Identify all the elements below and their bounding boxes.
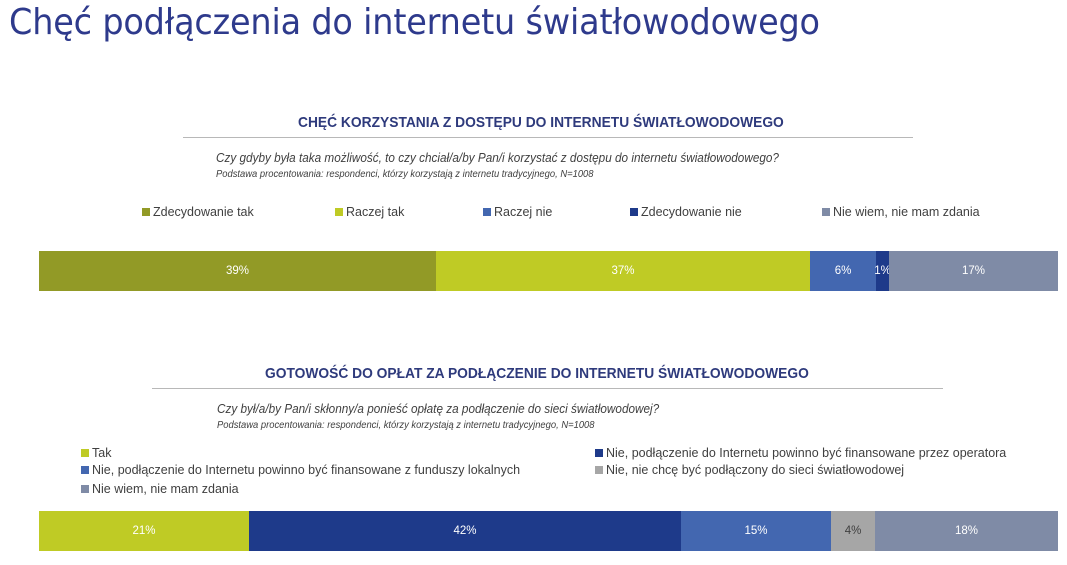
legend-label: Nie, podłączenie do Internetu powinno by…: [92, 463, 521, 477]
legend-swatch-icon: [630, 208, 638, 216]
legend-swatch-icon: [822, 208, 830, 216]
bar-segment: 6%: [810, 251, 876, 291]
stacked-bar: 39% 37% 6% 1% 17%: [39, 251, 1058, 291]
percentage-basis-note: Podstawa procentowania: respondenci, któ…: [217, 420, 595, 431]
title-divider: [183, 137, 913, 138]
legend-label: Zdecydowanie nie: [641, 205, 742, 219]
legend-swatch-icon: [81, 449, 89, 457]
bar-segment: 37%: [436, 251, 810, 291]
legend-swatch-icon: [595, 466, 603, 474]
legend-item: Zdecydowanie tak: [142, 205, 254, 219]
legend-label: Nie, nie chcę być podłączony do sieci św…: [606, 463, 905, 477]
legend-item: Nie wiem, nie mam zdania: [822, 205, 980, 219]
legend-swatch-icon: [142, 208, 150, 216]
legend-label: Raczej tak: [346, 205, 405, 219]
legend-swatch-icon: [595, 449, 603, 457]
survey-question: Czy gdyby była taka możliwość, to czy ch…: [216, 151, 779, 165]
bar-segment: 17%: [889, 251, 1058, 291]
legend-item: Tak: [81, 446, 111, 460]
bar-segment: 4%: [831, 511, 875, 551]
bar-segment: 1%: [874, 251, 891, 291]
legend-item: Zdecydowanie nie: [630, 205, 742, 219]
legend-label: Nie wiem, nie mam zdania: [833, 205, 980, 219]
survey-question: Czy był/a/by Pan/i skłonny/a ponieść opł…: [217, 402, 660, 416]
legend-label: Nie, podłączenie do Internetu powinno by…: [606, 446, 1007, 460]
percentage-basis-note: Podstawa procentowania: respondenci, któ…: [216, 169, 594, 180]
bar-segment: 15%: [681, 511, 831, 551]
legend-item: Nie wiem, nie mam zdania: [81, 482, 239, 496]
legend-item: Raczej tak: [335, 205, 404, 219]
title-divider: [152, 388, 943, 389]
page-title: Chęć podłączenia do internetu światłowod…: [9, 2, 820, 43]
bar-segment: 39%: [39, 251, 436, 291]
chart-title: CHĘĆ KORZYSTANIA Z DOSTĘPU DO INTERNETU …: [298, 114, 784, 131]
legend-item: Raczej nie: [483, 205, 552, 219]
legend-swatch-icon: [483, 208, 491, 216]
legend-item: Nie, podłączenie do Internetu powinno by…: [81, 463, 520, 477]
bar-segment: 42%: [249, 511, 681, 551]
chart-title: GOTOWOŚĆ DO OPŁAT ZA PODŁĄCZENIE DO INTE…: [265, 365, 809, 382]
legend-item: Nie, podłączenie do Internetu powinno by…: [595, 446, 1006, 460]
legend-swatch-icon: [81, 485, 89, 493]
legend-label: Raczej nie: [494, 205, 553, 219]
bar-segment: 21%: [39, 511, 249, 551]
legend-swatch-icon: [81, 466, 89, 474]
stacked-bar: 21% 42% 15% 4% 18%: [39, 511, 1058, 551]
legend-label: Zdecydowanie tak: [153, 205, 254, 219]
legend-label: Nie wiem, nie mam zdania: [92, 482, 239, 496]
bar-segment: 18%: [875, 511, 1058, 551]
legend-swatch-icon: [335, 208, 343, 216]
legend-item: Nie, nie chcę być podłączony do sieci św…: [595, 463, 904, 477]
legend-label: Tak: [92, 446, 112, 460]
